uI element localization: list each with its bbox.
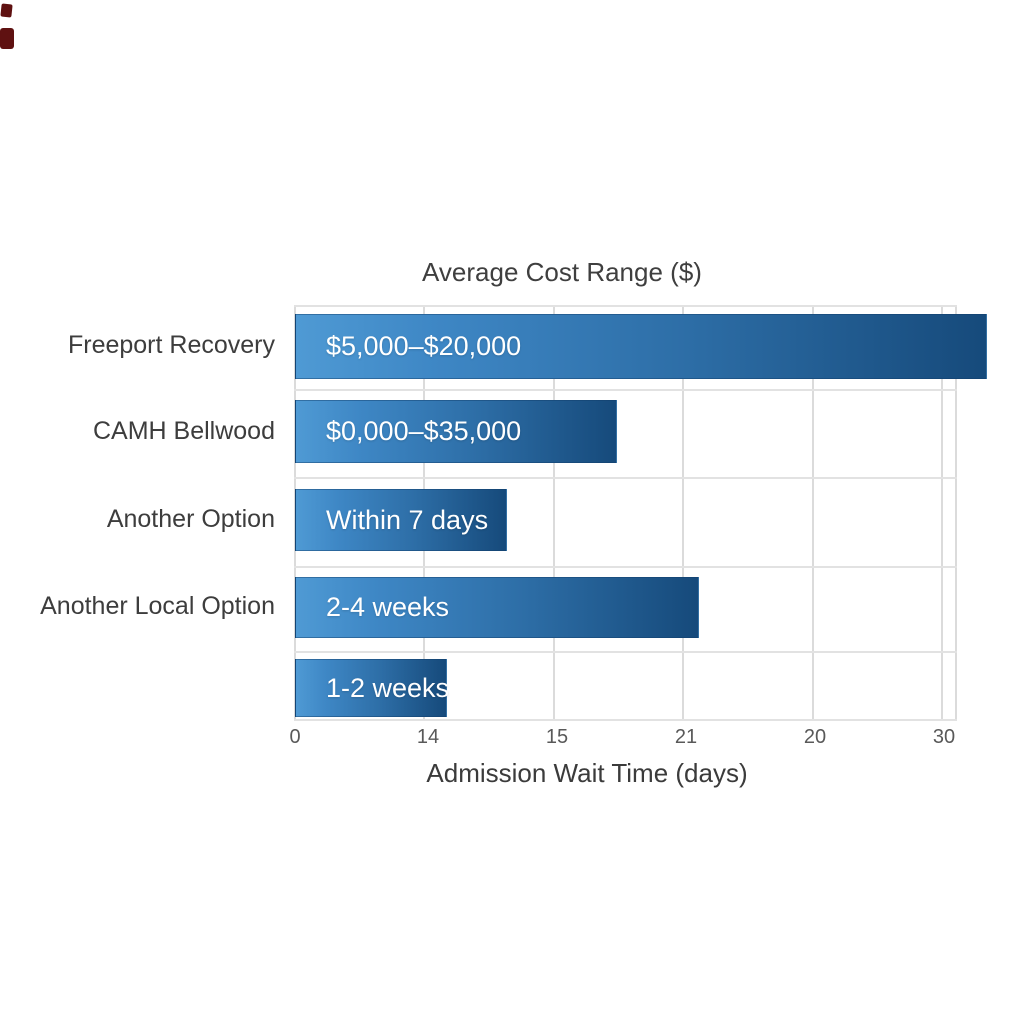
bar-another-option: Within 7 days [295, 489, 507, 551]
plot-right-border [955, 305, 957, 721]
bar-value-label: $5,000–$20,000 [326, 331, 522, 361]
gridline-horizontal [294, 389, 957, 391]
x-tick-label: 0 [289, 726, 301, 748]
gridline-vertical [682, 305, 684, 721]
gridline-horizontal [294, 305, 957, 307]
gridline-vertical [812, 305, 814, 721]
gridline-horizontal [294, 651, 957, 653]
gridline-vertical [941, 305, 943, 721]
x-tick-label: 30 [932, 726, 956, 748]
x-tick-label: 14 [416, 726, 440, 748]
bar-freeport-recovery: $5,000–$20,000 [295, 314, 987, 379]
category-label-another-option: Another Option [106, 505, 275, 533]
category-label-camh-bellwood: CAMH Bellwood [92, 417, 275, 445]
chart-title: Average Cost Range ($) [422, 257, 702, 287]
gridline-vertical [553, 305, 555, 721]
bar-value-label: 2-4 weeks [326, 592, 450, 622]
bar-value-label: $0,000–$35,000 [326, 416, 522, 446]
gridline-horizontal [294, 566, 957, 568]
bar-value-label: Within 7 days [326, 504, 489, 535]
bar-value-label: 1-2 weeks [326, 672, 450, 703]
x-tick-label: 21 [674, 726, 698, 748]
y-axis-category-labels: Freeport Recovery CAMH Bellwood Another … [0, 0, 281, 1024]
bar-camh-bellwood: $0,000–$35,000 [295, 400, 617, 463]
gridline-horizontal [294, 477, 957, 479]
x-tick-label: 15 [545, 726, 569, 748]
plot-bottom-border [294, 719, 957, 721]
plot-area: $5,000–$20,000 $0,000–$35,000 Within 7 d… [294, 305, 987, 721]
x-tick-label: 20 [803, 726, 827, 748]
corner-paint-artifact [0, 28, 14, 49]
x-axis-label: Admission Wait Time (days) [426, 758, 748, 788]
bar-another-local-option: 2-4 weeks [295, 577, 699, 638]
category-label-freeport-recovery: Freeport Recovery [67, 331, 275, 359]
category-label-another-local-option: Another Local Option [40, 592, 275, 620]
bar-unlabeled-row: 1-2 weeks [295, 659, 450, 717]
